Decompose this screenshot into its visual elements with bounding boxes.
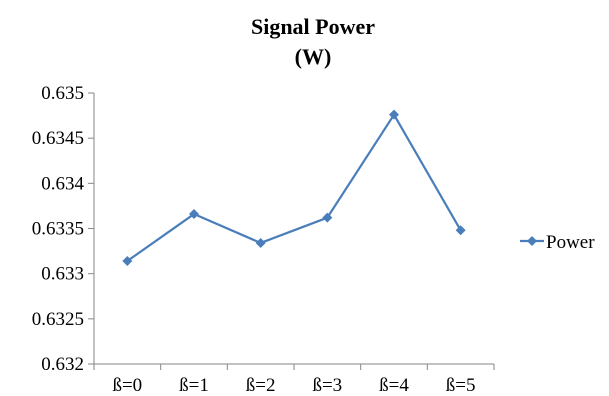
x-tick-label: ß=0	[112, 375, 142, 396]
x-tick-label: ß=2	[246, 375, 276, 396]
data-point	[455, 225, 466, 236]
chart-subtitle: (W)	[295, 44, 332, 69]
legend: Power	[520, 232, 595, 253]
chart-title: Signal Power	[251, 14, 375, 39]
data-point	[322, 212, 333, 223]
y-tick-label: 0.633	[41, 264, 84, 285]
data-point	[189, 209, 199, 220]
y-tick-label: 0.6325	[32, 309, 84, 330]
x-tick-label: ß=4	[379, 375, 409, 396]
legend-label-power: Power	[546, 232, 595, 253]
data-point	[389, 109, 399, 120]
y-tick-label: 0.635	[41, 83, 84, 104]
x-tick-label: ß=3	[312, 375, 342, 396]
legend-marker-power	[527, 236, 537, 246]
y-tick-label: 0.634	[41, 173, 84, 194]
y-tick-label: 0.632	[41, 354, 84, 375]
series-line-power	[126, 113, 462, 262]
x-axis-ticks: ß=0 ß=1 ß=2 ß=3 ß=4 ß=5	[93, 364, 495, 396]
series-markers	[122, 109, 466, 267]
x-tick-label: ß=5	[446, 375, 476, 396]
x-tick-label: ß=1	[179, 375, 209, 396]
data-point	[122, 256, 133, 267]
data-point	[255, 237, 266, 248]
y-tick-label: 0.6345	[32, 128, 84, 149]
y-axis-ticks: 0.632 0.6325 0.633 0.6335 0.634 0.6345 0.635	[32, 83, 94, 375]
y-tick-label: 0.6335	[32, 219, 84, 240]
